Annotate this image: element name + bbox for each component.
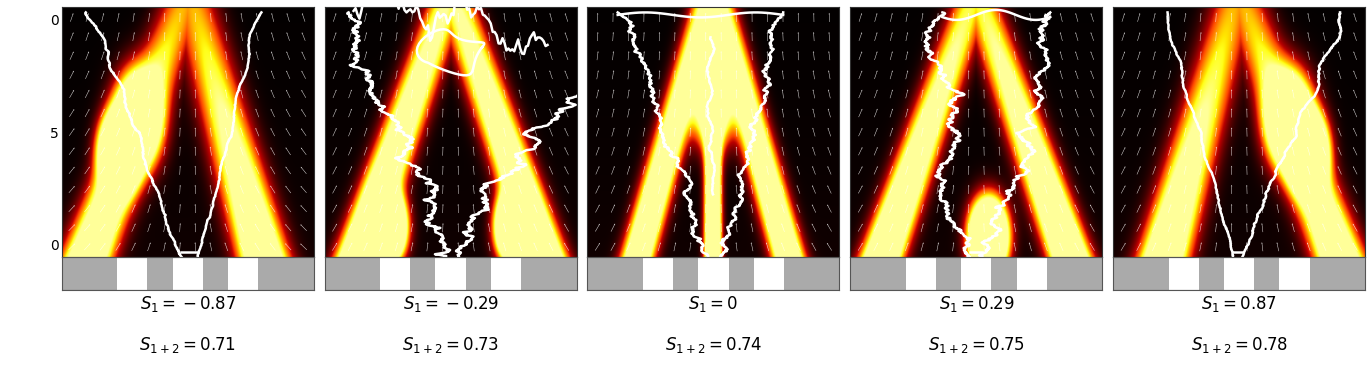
Text: $S_{1+2}= 0.74$: $S_{1+2}= 0.74$ — [665, 335, 761, 355]
Bar — [962, 257, 992, 290]
Text: $S_1 = -0.29$: $S_1 = -0.29$ — [402, 294, 498, 314]
Text: $S_{1+2}= 0.71$: $S_{1+2}= 0.71$ — [139, 335, 236, 355]
Text: $S_1 = 0.87$: $S_1 = 0.87$ — [1202, 294, 1277, 314]
Text: $S_{1+2}= 0.78$: $S_{1+2}= 0.78$ — [1191, 335, 1288, 355]
Bar — [1224, 257, 1254, 290]
Bar — [380, 257, 410, 290]
Text: $S_1 = 0.29$: $S_1 = 0.29$ — [938, 294, 1014, 314]
Bar — [1280, 257, 1310, 290]
Bar — [173, 257, 203, 290]
Text: $S_{1+2}= 0.73$: $S_{1+2}= 0.73$ — [402, 335, 499, 355]
Bar — [1169, 257, 1199, 290]
Text: $S_{1+2}= 0.75$: $S_{1+2}= 0.75$ — [927, 335, 1025, 355]
Bar — [643, 257, 674, 290]
Bar — [435, 257, 465, 290]
Bar — [753, 257, 783, 290]
Text: $S_1 = -0.87$: $S_1 = -0.87$ — [140, 294, 236, 314]
Bar — [906, 257, 936, 290]
Text: $S_1 = 0$: $S_1 = 0$ — [689, 294, 738, 314]
Bar — [491, 257, 521, 290]
Bar — [117, 257, 147, 290]
Bar — [1017, 257, 1047, 290]
Bar — [228, 257, 258, 290]
Bar — [698, 257, 729, 290]
